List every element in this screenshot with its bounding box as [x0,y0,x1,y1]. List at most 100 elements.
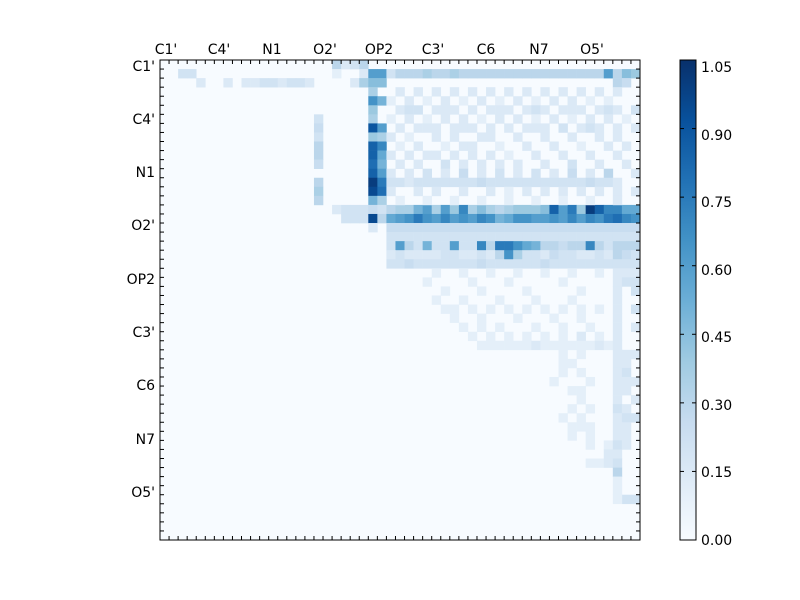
heatmap-cell [350,78,360,88]
heatmap-cell [332,60,342,70]
heatmap-frame [159,59,641,541]
heatmap-cell [422,150,432,160]
heatmap-cell [413,87,423,97]
heatmap-cell [431,87,442,97]
heatmap-cell [386,213,396,224]
heatmap-cell [476,213,487,224]
heatmap-cell [540,340,550,351]
heatmap-cell [612,395,623,405]
heatmap-cell [585,96,596,106]
heatmap-cell [495,204,505,215]
heatmap-cell [368,132,378,142]
heatmap-cell [395,195,405,206]
heatmap-cell [576,331,586,342]
heatmap-cell [495,159,505,169]
heatmap-cell [458,223,469,233]
heatmap-cell [540,159,550,169]
heatmap-cell [603,259,614,269]
heatmap-cell [558,367,568,378]
heatmap-cell [549,313,559,323]
heatmap-cell [386,204,396,215]
heatmap-cell [341,204,351,215]
heatmap-cell [522,304,532,314]
heatmap-cell [495,69,505,79]
heatmap-cell [504,241,514,251]
heatmap-cell [495,168,505,179]
heatmap-cell [558,186,568,197]
heatmap-cell [504,304,514,314]
heatmap-cell [476,177,487,188]
heatmap-cell [504,87,514,97]
heatmap-cell [603,440,614,450]
heatmap-cell [504,250,514,260]
heatmap-cell [467,250,478,260]
heatmap-cell [540,87,550,97]
heatmap-cell [621,431,632,441]
heatmap-cell [458,141,469,151]
heatmap-cell [368,204,378,215]
heatmap-cell [467,204,478,215]
heatmap-cell [612,331,623,342]
heatmap-cell [540,177,550,188]
heatmap-cell [630,286,641,296]
heatmap-cell [576,413,586,423]
heatmap-cell [630,232,641,242]
heatmap-cell [594,213,605,224]
heatmap-cell [567,250,577,260]
heatmap-cell [458,241,469,251]
heatmap-cell [531,69,541,79]
heatmap-cell [603,241,614,251]
heatmap-cell [585,340,596,351]
heatmap-cell [594,159,605,169]
heatmap-cell [540,132,550,142]
heatmap-cell [476,195,487,206]
heatmap-cell [612,422,623,432]
heatmap-cell [368,96,378,106]
y-tick-label: OP2 [127,272,155,288]
heatmap-cell [458,159,469,169]
heatmap-cell [395,223,405,233]
heatmap-cell [540,232,550,242]
heatmap-cell [621,386,632,396]
heatmap-cell [621,204,632,215]
heatmap-cell [585,213,596,224]
heatmap-cell [630,494,641,505]
heatmap-cell [540,250,550,260]
heatmap-cell [621,277,632,287]
heatmap-cell [386,168,396,179]
heatmap-cell [431,268,442,278]
heatmap-cell [540,259,550,269]
heatmap-cell [585,404,596,414]
heatmap-cell [504,277,514,287]
heatmap-cell [359,60,369,70]
heatmap-cell [178,69,188,79]
heatmap-cell [567,132,577,142]
heatmap-cell [486,177,496,188]
heatmap-cell [621,213,632,224]
heatmap-cell [476,313,487,323]
heatmap-cell [404,204,414,215]
heatmap-cell [513,213,523,224]
heatmap-cell [386,96,396,106]
heatmap-cell [567,114,577,124]
heatmap-cell [549,376,559,387]
y-tick-label: O2' [131,218,155,234]
heatmap-cell [413,141,423,151]
heatmap-cell [431,123,442,133]
x-tick-label: OP2 [365,42,393,58]
heatmap-cell [404,69,414,79]
heatmap-cell [594,259,605,269]
heatmap-cell [621,404,632,414]
colorbar-tick-label: 1.05 [701,60,732,76]
heatmap-cell [431,250,442,260]
heatmap-cell [567,204,577,215]
heatmap-cell [585,376,596,387]
heatmap-cell [467,69,478,79]
x-tick-label: C6 [477,42,496,58]
heatmap-cell [476,114,487,124]
heatmap-cell [594,304,605,314]
heatmap-cell [621,440,632,450]
heatmap-cell [594,232,605,242]
heatmap-cell [476,69,487,79]
heatmap-cell [576,340,586,351]
